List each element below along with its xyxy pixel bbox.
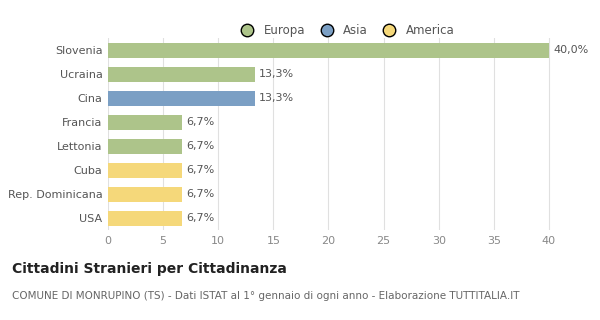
Text: 13,3%: 13,3% bbox=[259, 69, 294, 79]
Text: 6,7%: 6,7% bbox=[186, 117, 215, 127]
Text: 6,7%: 6,7% bbox=[186, 165, 215, 175]
Bar bbox=[108, 67, 254, 82]
Text: COMUNE DI MONRUPINO (TS) - Dati ISTAT al 1° gennaio di ogni anno - Elaborazione : COMUNE DI MONRUPINO (TS) - Dati ISTAT al… bbox=[12, 291, 520, 301]
Text: 6,7%: 6,7% bbox=[186, 189, 215, 199]
Text: Cittadini Stranieri per Cittadinanza: Cittadini Stranieri per Cittadinanza bbox=[12, 262, 287, 276]
Bar bbox=[108, 187, 182, 202]
Legend: Europa, Asia, America: Europa, Asia, America bbox=[231, 19, 459, 42]
Bar bbox=[108, 91, 254, 106]
Bar bbox=[108, 43, 549, 58]
Bar bbox=[108, 139, 182, 154]
Text: 6,7%: 6,7% bbox=[186, 213, 215, 223]
Bar bbox=[108, 163, 182, 178]
Text: 6,7%: 6,7% bbox=[186, 141, 215, 151]
Bar bbox=[108, 211, 182, 226]
Text: 13,3%: 13,3% bbox=[259, 93, 294, 103]
Text: 40,0%: 40,0% bbox=[553, 45, 589, 55]
Bar bbox=[108, 115, 182, 130]
